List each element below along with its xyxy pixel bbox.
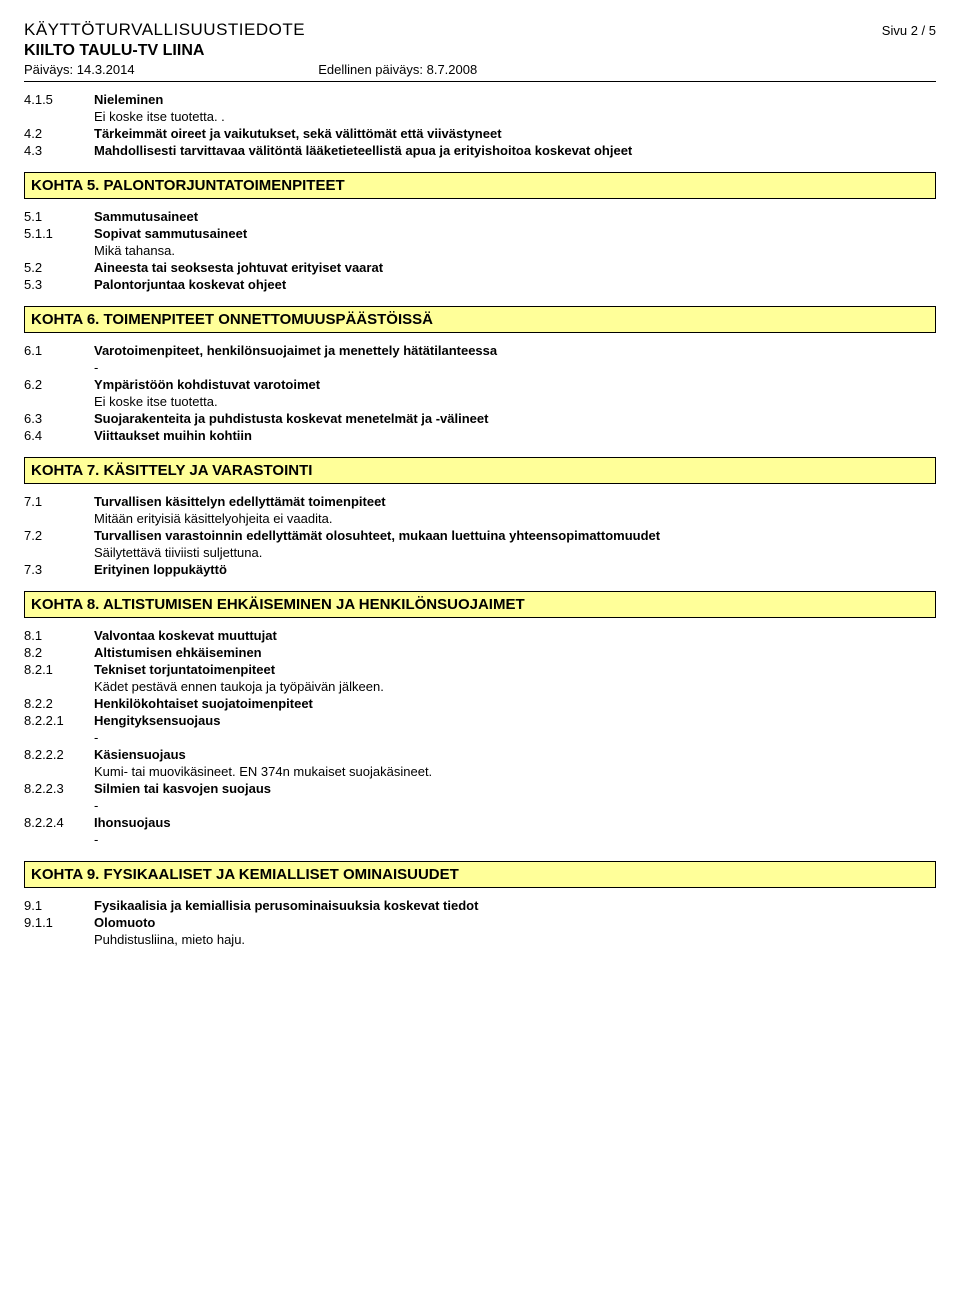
item-title: Palontorjuntaa koskevat ohjeet [94,277,936,292]
item-number: 7.1 [24,494,94,509]
list-item: 7.1Turvallisen käsittelyn edellyttämät t… [24,494,936,509]
item-number: 5.1 [24,209,94,224]
list-item: 8.2.2Henkilökohtaiset suojatoimenpiteet [24,696,936,711]
list-item: 5.1Sammutusaineet [24,209,936,224]
list-item: 4.1.5Nieleminen [24,92,936,107]
item-body: Mikä tahansa. [94,243,936,258]
item-number: 8.2.1 [24,662,94,677]
list-item: 8.2.1Tekniset torjuntatoimenpiteet [24,662,936,677]
list-item: 4.3Mahdollisesti tarvittavaa välitöntä l… [24,143,936,158]
section-heading: KOHTA 6. TOIMENPITEET ONNETTOMUUSPÄÄSTÖI… [24,306,936,333]
item-title: Mahdollisesti tarvittavaa välitöntä lääk… [94,143,936,158]
item-number: 6.4 [24,428,94,443]
item-body: Kumi- tai muovikäsineet. EN 374n mukaise… [94,764,936,779]
item-number: 5.1.1 [24,226,94,241]
item-number: 8.2.2.4 [24,815,94,830]
item-title: Altistumisen ehkäiseminen [94,645,936,660]
list-item: 5.2Aineesta tai seoksesta johtuvat erity… [24,260,936,275]
list-item: 4.2Tärkeimmät oireet ja vaikutukset, sek… [24,126,936,141]
item-number: 6.1 [24,343,94,358]
item-number: 8.2.2.1 [24,713,94,728]
item-title: Varotoimenpiteet, henkilönsuojaimet ja m… [94,343,936,358]
list-item: 5.1.1Sopivat sammutusaineet [24,226,936,241]
list-item: 9.1.1Olomuoto [24,915,936,930]
list-item: 8.2Altistumisen ehkäiseminen [24,645,936,660]
item-title: Aineesta tai seoksesta johtuvat erityise… [94,260,936,275]
item-number: 8.2.2.2 [24,747,94,762]
item-title: Ihonsuojaus [94,815,936,830]
item-title: Käsiensuojaus [94,747,936,762]
document-title: KÄYTTÖTURVALLISUUSTIEDOTE [24,20,305,40]
item-title: Viittaukset muihin kohtiin [94,428,936,443]
item-title: Valvontaa koskevat muuttujat [94,628,936,643]
item-body: Mitään erityisiä käsittelyohjeita ei vaa… [94,511,936,526]
section-heading: KOHTA 9. FYSIKAALISET JA KEMIALLISET OMI… [24,861,936,888]
item-number: 5.2 [24,260,94,275]
product-name: KIILTO TAULU-TV LIINA [24,42,936,60]
page-number: Sivu 2 / 5 [882,23,936,38]
list-item: 6.1Varotoimenpiteet, henkilönsuojaimet j… [24,343,936,358]
list-item: 5.3Palontorjuntaa koskevat ohjeet [24,277,936,292]
list-item: 8.2.2.3Silmien tai kasvojen suojaus [24,781,936,796]
item-title: Sammutusaineet [94,209,936,224]
item-number: 8.2 [24,645,94,660]
header-row: KÄYTTÖTURVALLISUUSTIEDOTE Sivu 2 / 5 [24,20,936,40]
list-item: 6.4Viittaukset muihin kohtiin [24,428,936,443]
item-title: Hengityksensuojaus [94,713,936,728]
item-title: Olomuoto [94,915,936,930]
item-body: Puhdistusliina, mieto haju. [94,932,936,947]
item-body: Säilytettävä tiiviisti suljettuna. [94,545,936,560]
item-body: Ei koske itse tuotetta. [94,394,936,409]
list-item: 6.2Ympäristöön kohdistuvat varotoimet [24,377,936,392]
item-title: Fysikaalisia ja kemiallisia perusominais… [94,898,936,913]
item-body: - [94,360,936,375]
item-number: 8.2.2 [24,696,94,711]
list-item: 8.2.2.4Ihonsuojaus [24,815,936,830]
item-number: 7.3 [24,562,94,577]
item-number: 5.3 [24,277,94,292]
item-number: 8.2.2.3 [24,781,94,796]
item-number: 6.3 [24,411,94,426]
list-item: 7.3Erityinen loppukäyttö [24,562,936,577]
date-previous: Edellinen päiväys: 8.7.2008 [318,62,477,77]
dates-row: Päiväys: 14.3.2014 Edellinen päiväys: 8.… [24,62,936,77]
item-title: Henkilökohtaiset suojatoimenpiteet [94,696,936,711]
item-number: 4.3 [24,143,94,158]
list-item: 8.1Valvontaa koskevat muuttujat [24,628,936,643]
item-body: Kädet pestävä ennen taukoja ja työpäivän… [94,679,936,694]
list-item: 6.3Suojarakenteita ja puhdistusta koskev… [24,411,936,426]
date-current: Päiväys: 14.3.2014 [24,62,135,77]
header-separator [24,81,936,82]
item-title: Nieleminen [94,92,936,107]
item-number: 7.2 [24,528,94,543]
item-title: Ympäristöön kohdistuvat varotoimet [94,377,936,392]
item-body: Ei koske itse tuotetta. . [94,109,936,124]
content-region: 4.1.5Nieleminen Ei koske itse tuotetta. .… [24,92,936,947]
item-number: 9.1 [24,898,94,913]
item-title: Sopivat sammutusaineet [94,226,936,241]
item-title: Turvallisen varastoinnin edellyttämät ol… [94,528,936,543]
item-title: Tekniset torjuntatoimenpiteet [94,662,936,677]
item-number: 4.2 [24,126,94,141]
section-heading: KOHTA 7. KÄSITTELY JA VARASTOINTI [24,457,936,484]
item-number: 8.1 [24,628,94,643]
list-item: 7.2Turvallisen varastoinnin edellyttämät… [24,528,936,543]
item-title: Turvallisen käsittelyn edellyttämät toim… [94,494,936,509]
section-heading: KOHTA 8. ALTISTUMISEN EHKÄISEMINEN JA HE… [24,591,936,618]
list-item: 8.2.2.1Hengityksensuojaus [24,713,936,728]
item-body: - [94,730,936,745]
item-body: - [94,832,936,847]
item-title: Erityinen loppukäyttö [94,562,936,577]
list-item: 9.1Fysikaalisia ja kemiallisia perusomin… [24,898,936,913]
item-title: Suojarakenteita ja puhdistusta koskevat … [94,411,936,426]
list-item: 8.2.2.2Käsiensuojaus [24,747,936,762]
item-number: 6.2 [24,377,94,392]
item-number: 9.1.1 [24,915,94,930]
item-number: 4.1.5 [24,92,94,107]
item-title: Silmien tai kasvojen suojaus [94,781,936,796]
section-heading: KOHTA 5. PALONTORJUNTATOIMENPITEET [24,172,936,199]
item-body: - [94,798,936,813]
item-title: Tärkeimmät oireet ja vaikutukset, sekä v… [94,126,936,141]
